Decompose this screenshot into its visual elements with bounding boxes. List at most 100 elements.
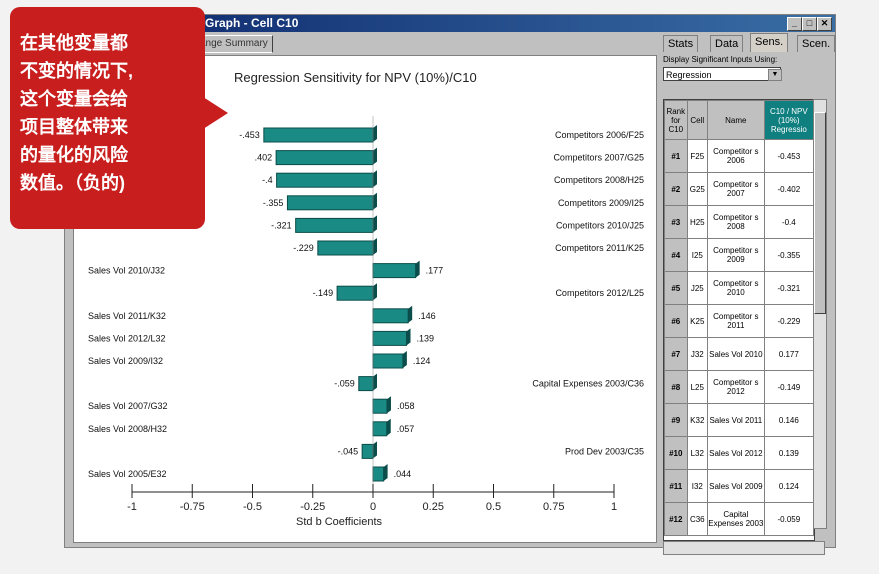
tab-range-summary[interactable]: ange Summary	[195, 35, 273, 53]
cell-cell: L25	[686, 370, 708, 404]
chevron-down-icon[interactable]: ▼	[768, 69, 782, 81]
horizontal-scrollbar[interactable]	[663, 541, 825, 555]
table-row[interactable]: #6 K25 Competitor s 2011 -0.229	[664, 304, 814, 338]
category-label: Sales Vol 2005/E32	[88, 469, 167, 479]
table-row[interactable]: #11 I32 Sales Vol 2009 0.124	[664, 469, 814, 503]
table-row[interactable]: #1 F25 Competitor s 2006 -0.453	[664, 139, 814, 173]
callout-line: 在其他变量都	[20, 33, 128, 53]
table-row[interactable]: #2 G25 Competitor s 2007 -0.402	[664, 172, 814, 206]
bar-value-label: -.4	[262, 175, 273, 185]
sensitivity-table: Rank for C10 Cell Name C10 / NPV (10%) Regr…	[663, 99, 815, 541]
cell-value: 0.139	[763, 436, 814, 470]
table-row[interactable]: #8 L25 Competitor s 2012 -0.149	[664, 370, 814, 404]
display-label: Display Significant Inputs Using:	[663, 55, 778, 64]
bar	[372, 353, 404, 369]
category-label: Capital Expenses 2003/C36	[532, 379, 644, 389]
cell-name: Competitor s 2009	[706, 238, 765, 272]
category-label: Competitors 2010/J25	[556, 220, 644, 230]
display-dropdown[interactable]: Regression ▼	[663, 67, 782, 81]
scroll-thumb[interactable]	[814, 112, 826, 314]
table-row[interactable]: #9 K32 Sales Vol 2011 0.146	[664, 403, 814, 437]
cell-name: Competitor s 2012	[706, 370, 765, 404]
bar-side	[373, 373, 377, 391]
tab-sens[interactable]: Sens.	[750, 33, 789, 52]
cell-value: -0.059	[763, 502, 814, 536]
x-axis-label: Std b Coefficients	[296, 516, 383, 528]
category-label: Sales Vol 2012/L32	[88, 333, 166, 343]
cell-name: Sales Vol 2012	[706, 436, 765, 470]
dropdown-value: Regression	[666, 70, 712, 80]
category-label: Prod Dev 2003/C35	[565, 446, 644, 456]
bar-side	[386, 418, 391, 436]
vertical-scrollbar[interactable]	[813, 99, 827, 529]
close-icon[interactable]: ✕	[817, 17, 832, 31]
table-row[interactable]: #12 C36 Capital Expenses 2003 -0.059	[664, 502, 814, 536]
bar	[317, 240, 374, 256]
callout-text: 在其他变量都 不变的情况下, 这个变量会给 项目整体带来 的量化的风险 数值。（负的)	[20, 29, 200, 197]
cell-rank: #6	[664, 304, 688, 338]
tab-scen[interactable]: Scen.	[797, 35, 836, 52]
x-tick-label: 0	[370, 501, 376, 513]
table-row[interactable]: #4 I25 Competitor s 2009 -0.355	[664, 238, 814, 272]
cell-value: -0.453	[763, 139, 814, 173]
cell-value: -0.355	[763, 238, 814, 272]
bar-side	[406, 328, 411, 346]
x-tick-label: 0.5	[486, 501, 501, 513]
tab-data[interactable]: Data	[710, 35, 744, 52]
x-tick-label: -1	[127, 501, 137, 513]
table-header[interactable]: C10 / NPV (10%) Regressio	[763, 100, 814, 140]
minimize-icon[interactable]: _	[787, 17, 802, 31]
callout-line: 这个变量会给	[20, 89, 128, 109]
bar	[372, 421, 388, 437]
callout-line: 项目整体带来	[20, 117, 128, 137]
cell-name: Competitor s 2008	[706, 205, 765, 239]
bar-side	[373, 283, 377, 301]
chart-svg: -.453 Competitors 2006/F25 .402 Competitors…	[88, 116, 644, 513]
tab-stats[interactable]: Stats	[663, 35, 699, 52]
title-bar[interactable]: y Graph - Cell C10 _ □ ✕	[65, 15, 835, 32]
cell-name: Sales Vol 2009	[706, 469, 765, 503]
maximize-icon[interactable]: □	[802, 17, 817, 31]
chart-title: Regression Sensitivity for NPV (10%)/C10	[234, 70, 477, 85]
bar-value-label: .124	[413, 356, 431, 366]
cell-name: Sales Vol 2010	[706, 337, 765, 371]
callout-pointer	[200, 95, 228, 131]
bar-value-label: .044	[394, 469, 412, 479]
category-label: Competitors 2011/K25	[555, 243, 644, 253]
bar	[263, 127, 374, 143]
cell-cell: L32	[686, 436, 708, 470]
cell-rank: #9	[664, 403, 688, 437]
table-header[interactable]: Name	[706, 100, 765, 140]
cell-value: 0.177	[763, 337, 814, 371]
cell-name: Capital Expenses 2003	[706, 502, 765, 536]
bar-value-label: -.229	[293, 243, 314, 253]
cell-rank: #12	[664, 502, 688, 536]
bar-value-label: .146	[418, 311, 436, 321]
cell-rank: #1	[664, 139, 688, 173]
table-row[interactable]: #10 L32 Sales Vol 2012 0.139	[664, 436, 814, 470]
cell-value: -0.4	[763, 205, 814, 239]
category-label: Competitors 2009/I25	[558, 198, 644, 208]
cell-rank: #2	[664, 172, 688, 206]
x-tick-label: -0.25	[300, 501, 325, 513]
bar	[361, 443, 374, 459]
table-header[interactable]: Cell	[686, 100, 708, 140]
table-header[interactable]: Rank for C10	[664, 100, 688, 140]
bar-side	[373, 441, 377, 459]
table-row[interactable]: #5 J25 Competitor s 2010 -0.321	[664, 271, 814, 305]
cell-cell: K32	[686, 403, 708, 437]
annotation-callout: 在其他变量都 不变的情况下, 这个变量会给 项目整体带来 的量化的风险 数值。（负的)	[10, 7, 205, 229]
cell-rank: #10	[664, 436, 688, 470]
bar-side	[373, 192, 377, 210]
cell-name: Sales Vol 2011	[706, 403, 765, 437]
category-label: Competitors 2012/L25	[555, 288, 644, 298]
category-label: Competitors 2006/F25	[555, 130, 644, 140]
bar	[372, 308, 409, 324]
table-row[interactable]: #7 J32 Sales Vol 2010 0.177	[664, 337, 814, 371]
bar-side	[408, 305, 413, 323]
cell-value: 0.124	[763, 469, 814, 503]
table-row[interactable]: #3 H25 Competitor s 2008 -0.4	[664, 205, 814, 239]
cell-value: -0.149	[763, 370, 814, 404]
cell-cell: J32	[686, 337, 708, 371]
bar-value-label: .402	[255, 153, 273, 163]
